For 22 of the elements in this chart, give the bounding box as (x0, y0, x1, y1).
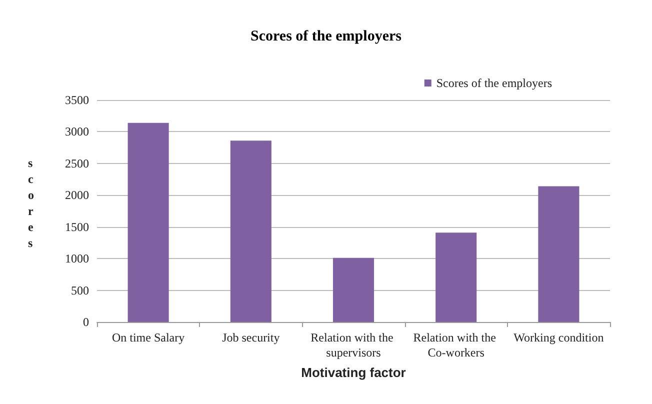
bar (128, 122, 169, 322)
chart-title: Scores of the employers (250, 28, 402, 44)
y-tick-label: 1000 (65, 252, 89, 266)
x-tick-label: Relation with the Co-workers (413, 330, 499, 360)
x-tick-label: Working condition (514, 330, 604, 344)
x-tick-label: On time Salary (112, 330, 185, 344)
y-tick-label: 2500 (65, 156, 89, 170)
y-tick-label: 3000 (65, 124, 89, 139)
y-tick-label: 500 (71, 283, 89, 298)
bar (332, 258, 374, 322)
y-tick-label: 2000 (65, 188, 89, 202)
y-tick-label: 1500 (65, 220, 89, 234)
x-tick-label: Job security (222, 330, 280, 344)
y-tick-label: 3500 (65, 93, 89, 107)
bar (436, 232, 477, 322)
y-tick-label: 0 (83, 315, 89, 329)
x-tick-label: Relation with the supervisors (310, 330, 396, 360)
legend-label: Scores of the employers (436, 76, 552, 90)
x-axis-title: Motivating factor (301, 365, 406, 380)
bar (538, 186, 580, 322)
bar (230, 140, 272, 322)
y-axis-title: scores (28, 156, 34, 250)
